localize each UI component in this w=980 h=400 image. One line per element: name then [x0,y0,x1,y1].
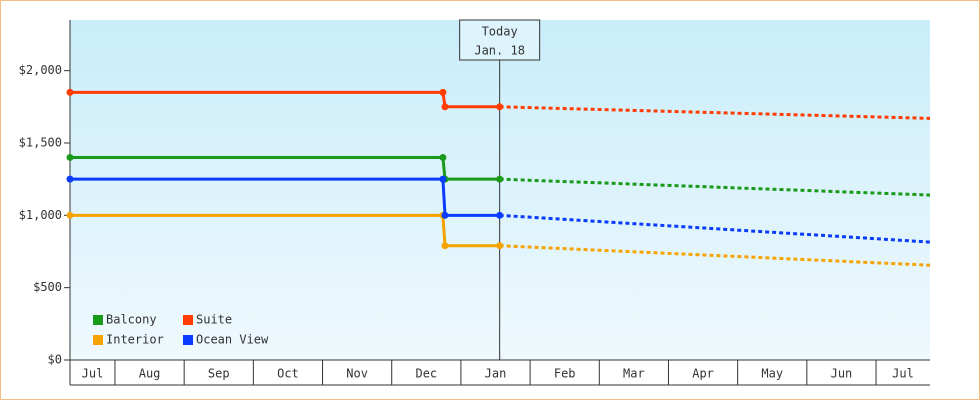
y-tick-label: $2,000 [19,63,62,77]
point [441,211,449,219]
x-tick-label: Jan [485,367,507,381]
history-line [70,177,500,217]
legend-label: Balcony [106,313,157,327]
point [66,153,74,161]
legend-swatch [93,335,103,345]
x-tick-label: Jul [82,367,104,381]
history-line [70,90,500,109]
point [66,175,74,183]
legend-swatch [183,335,193,345]
x-tick-label: Jul [892,367,914,381]
legend-swatch [183,315,193,325]
y-tick-label: $500 [33,280,62,294]
y-tick-label: $0 [48,353,62,367]
today-label: Today [482,25,518,39]
forecast-line [499,244,931,267]
forecast-line [499,177,931,197]
point [496,175,504,183]
x-tick-label: Jun [831,367,853,381]
x-tick-label: Nov [346,367,368,381]
x-tick-label: Dec [415,367,437,381]
today-date: Jan. 18 [474,44,525,58]
point [441,242,449,250]
x-tick-label: Aug [139,367,161,381]
forecast-line [499,105,931,120]
legend-label: Ocean View [196,333,269,347]
history-line [70,213,500,248]
point [66,211,74,219]
legend-label: Suite [196,313,232,327]
x-tick-label: May [761,367,783,381]
x-tick-label: Sep [208,367,230,381]
x-tick-label: Mar [623,367,645,381]
y-tick-label: $1,500 [19,135,62,149]
today-box [459,19,541,61]
forecast-line [499,213,931,244]
point [66,88,74,96]
history-line [70,155,500,181]
point [439,88,447,96]
legend-swatch [93,315,103,325]
legend-label: Interior [106,333,164,347]
point [439,175,447,183]
point [496,211,504,219]
x-tick-label: Feb [554,367,576,381]
x-tick-label: Oct [277,367,299,381]
point [441,103,449,111]
x-tick-label: Apr [692,367,714,381]
point [496,103,504,111]
point [496,242,504,250]
y-tick-label: $1,000 [19,208,62,222]
point [439,153,447,161]
